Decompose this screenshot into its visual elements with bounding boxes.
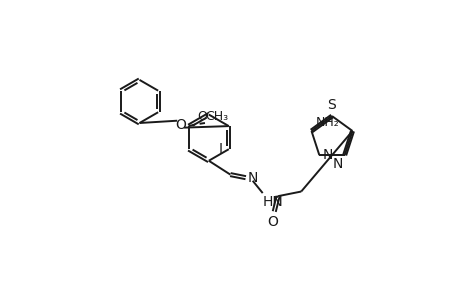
Text: S: S <box>327 98 336 112</box>
Text: I: I <box>218 142 222 156</box>
Text: N: N <box>332 157 342 171</box>
Text: O: O <box>197 110 207 123</box>
Text: O: O <box>174 118 185 131</box>
Text: O: O <box>267 214 278 229</box>
Text: CH₃: CH₃ <box>205 110 228 123</box>
Text: N: N <box>247 172 257 185</box>
Text: NH₂: NH₂ <box>315 116 338 129</box>
Text: HN: HN <box>262 195 283 208</box>
Text: N: N <box>322 148 332 162</box>
